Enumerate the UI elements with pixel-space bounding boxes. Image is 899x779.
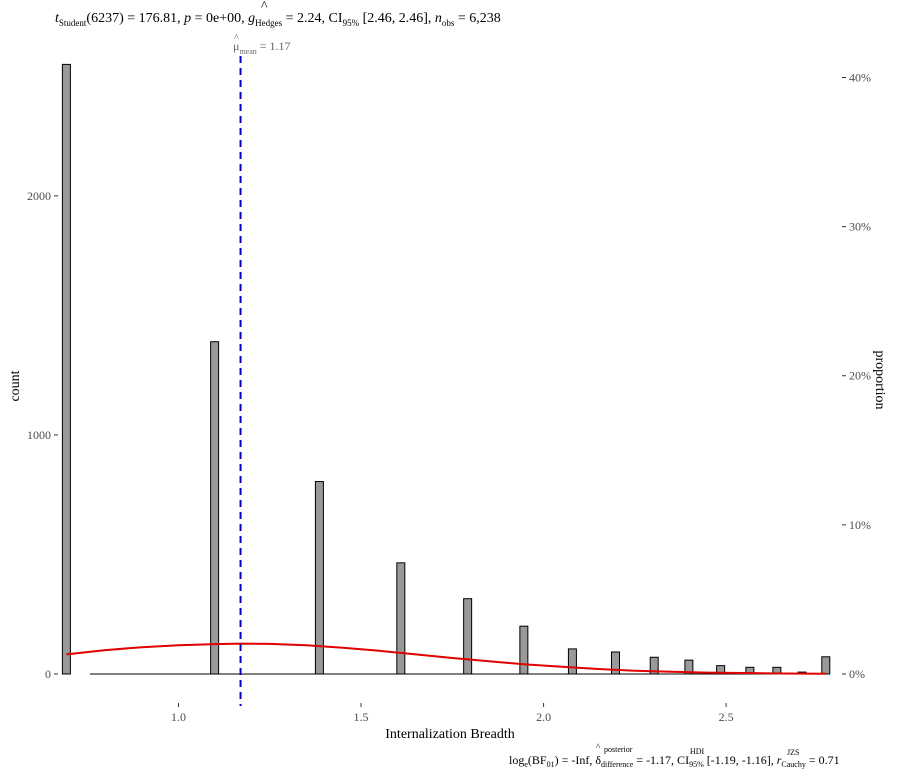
x-tick-label: 1.5 bbox=[354, 710, 369, 724]
histogram-bar bbox=[463, 598, 473, 675]
x-tick-label: 2.5 bbox=[719, 710, 734, 724]
y-axis-left: 0 1000 2000 bbox=[27, 189, 58, 681]
histogram-bar bbox=[210, 341, 220, 675]
histogram-bar bbox=[567, 648, 577, 675]
g-hat-mark: ^ bbox=[261, 0, 268, 14]
x-axis: 1.0 1.5 2.0 2.5 bbox=[171, 703, 734, 724]
plot-area bbox=[61, 56, 831, 706]
y2-axis-title: proportion bbox=[872, 350, 887, 409]
x-tick-label: 1.0 bbox=[171, 710, 186, 724]
histogram-bar bbox=[649, 656, 659, 675]
y2-tick-label: 40% bbox=[849, 70, 871, 84]
ci-sup: HDI bbox=[690, 747, 705, 756]
x-axis-title: Internalization Breadth bbox=[385, 727, 514, 742]
y2-tick-label: 30% bbox=[849, 220, 871, 234]
histogram-bar bbox=[684, 659, 694, 675]
stats-bottom-caption: loge(BF01) = -Inf, δdifference = -1.17, … bbox=[509, 753, 840, 769]
stats-top-subtitle: tStudent(6237) = 176.81, p = 0e+00, gHed… bbox=[55, 11, 501, 28]
y2-tick-label: 10% bbox=[849, 518, 871, 532]
histogram-bar bbox=[61, 63, 71, 675]
histogram-bar bbox=[716, 665, 726, 675]
histogram-bar bbox=[821, 656, 831, 675]
y-axis-right: 0% 10% 20% 30% 40% bbox=[842, 70, 871, 681]
y-tick-label: 1000 bbox=[27, 428, 51, 442]
delta-sup: posterior bbox=[604, 745, 633, 754]
delta-hat-mark: ^ bbox=[596, 742, 601, 752]
histogram-bar bbox=[396, 562, 406, 675]
histogram-bar bbox=[314, 481, 324, 675]
y-axis-title: count bbox=[8, 370, 23, 401]
mean-label: μmean = 1.17 bbox=[233, 39, 291, 56]
histogram-bar bbox=[519, 625, 529, 675]
y-tick-label: 2000 bbox=[27, 189, 51, 203]
x-tick-label: 2.0 bbox=[536, 710, 551, 724]
normal-curve bbox=[66, 642, 826, 675]
histogram-bar bbox=[610, 651, 620, 675]
r-sup: JZS bbox=[787, 748, 799, 757]
y2-tick-label: 0% bbox=[849, 667, 865, 681]
mean-hat-mark: ^ bbox=[234, 33, 239, 44]
y-tick-label: 0 bbox=[45, 667, 51, 681]
y2-tick-label: 20% bbox=[849, 369, 871, 383]
